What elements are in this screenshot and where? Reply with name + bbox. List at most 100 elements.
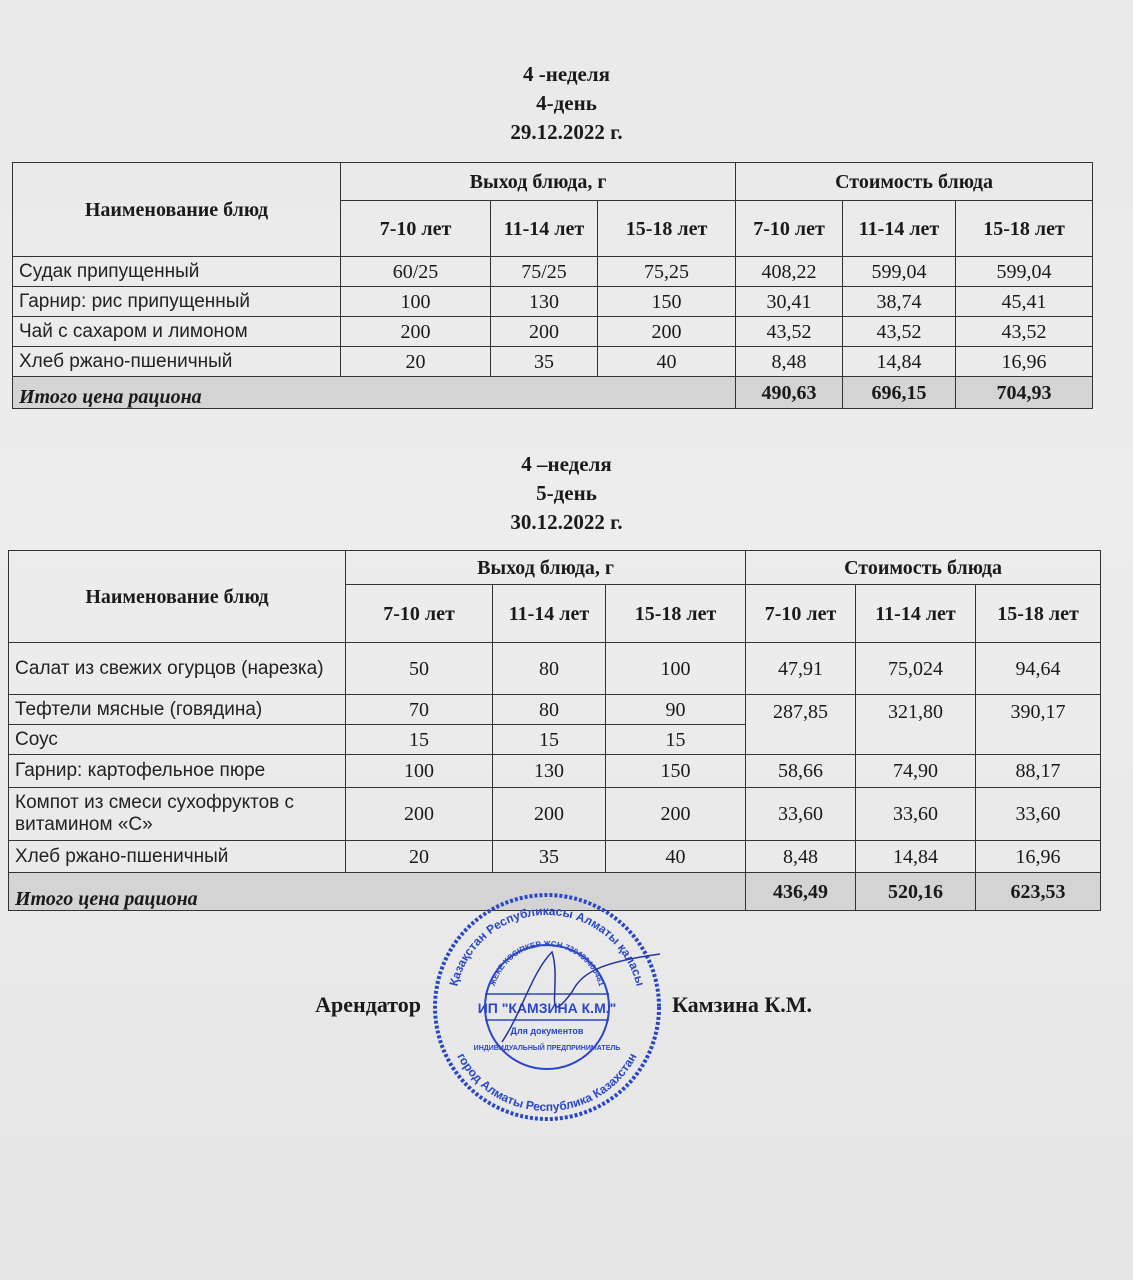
table-row: Гарнир: картофельное пюре 100 130 150 58,66 7… xyxy=(8,754,1102,788)
yield-cell: 200 xyxy=(345,787,493,841)
cost-cell: 43,52 xyxy=(955,316,1094,347)
stamp-inner-bottom-text: ИНДИВИДУАЛЬНЫЙ ПРЕДПРИНИМАТЕЛЬ xyxy=(474,1043,621,1052)
signature-role: Арендатор xyxy=(315,992,421,1017)
header-age: 15-18 лет xyxy=(596,200,737,257)
yield-cell: 90 xyxy=(604,694,747,725)
header-age: 11-14 лет xyxy=(855,584,977,643)
cost-cell: 94,64 xyxy=(975,642,1102,695)
cost-cell: 8,48 xyxy=(735,346,844,377)
stamp-outer-bottom-text: город Алматы Республика Казахстан xyxy=(454,1051,639,1115)
header-yield: Выход блюда, г xyxy=(339,162,737,201)
dish-name: Хлеб ржано-пшеничный xyxy=(8,840,346,873)
header-cost: Стоимость блюда xyxy=(745,550,1102,585)
total-value: 520,16 xyxy=(855,872,977,911)
table-row: Соус 15 15 15 xyxy=(8,724,1101,755)
day-heading-2: 5-день xyxy=(536,481,597,505)
cost-cell: 58,66 xyxy=(745,754,857,788)
cost-cell: 16,96 xyxy=(975,840,1102,873)
header-age: 11-14 лет xyxy=(492,584,606,643)
official-stamp: Қазақстан Республикасы Алматы қаласы гор… xyxy=(433,893,661,1121)
yield-cell: 200 xyxy=(340,316,491,347)
header-dish-name: Наименование блюд xyxy=(12,162,341,257)
yield-cell: 35 xyxy=(492,840,606,873)
cost-cell: 45,41 xyxy=(955,286,1094,317)
yield-cell: 40 xyxy=(604,840,747,873)
yield-cell: 15 xyxy=(604,724,747,755)
cost-cell: 287,85 xyxy=(745,694,857,755)
yield-cell: 150 xyxy=(604,754,747,788)
date-heading-1: 29.12.2022 г. xyxy=(510,120,623,144)
week-heading-1: 4 -неделя xyxy=(523,62,610,86)
dish-name: Салат из свежих огурцов (нарезка) xyxy=(8,642,346,695)
dish-name: Судак припущенный xyxy=(12,256,341,287)
header-yield: Выход блюда, г xyxy=(344,550,747,585)
cost-cell: 599,04 xyxy=(842,256,957,287)
header-age: 15-18 лет xyxy=(604,584,747,643)
table-row: Гарнир: рис припущенный 100 130 150 30,41 38,… xyxy=(12,286,1094,317)
header-age: 7-10 лет xyxy=(340,200,491,257)
cost-cell: 321,80 xyxy=(855,694,977,755)
yield-cell: 200 xyxy=(596,316,737,347)
yield-cell: 50 xyxy=(345,642,493,695)
cost-cell: 43,52 xyxy=(842,316,957,347)
cost-cell: 408,22 xyxy=(735,256,844,287)
cost-cell: 14,84 xyxy=(855,840,977,873)
cost-cell: 8,48 xyxy=(745,840,857,873)
cost-cell: 43,52 xyxy=(735,316,844,347)
yield-cell: 100 xyxy=(345,754,493,788)
total-value: 704,93 xyxy=(955,376,1094,409)
header-age: 7-10 лет xyxy=(345,584,493,643)
total-value: 436,49 xyxy=(745,872,857,911)
yield-cell: 15 xyxy=(492,724,606,755)
yield-cell: 80 xyxy=(492,642,606,695)
stamp-sub-text: Для документов xyxy=(511,1026,584,1036)
header-age: 15-18 лет xyxy=(955,200,1094,257)
table-row: Салат из свежих огурцов (нарезка) 50 80 100… xyxy=(8,642,1102,695)
yield-cell: 130 xyxy=(490,286,598,317)
cost-cell: 33,60 xyxy=(745,787,857,841)
dish-name: Тефтели мясные (говядина) xyxy=(8,694,346,725)
menu-table-day4: Наименование блюд Выход блюда, г Стоимос… xyxy=(11,162,1094,409)
yield-cell: 70 xyxy=(345,694,493,725)
yield-cell: 100 xyxy=(340,286,491,317)
header-age: 7-10 лет xyxy=(745,584,857,643)
date-heading-2: 30.12.2022 г. xyxy=(510,510,623,534)
header-age: 11-14 лет xyxy=(842,200,957,257)
yield-cell: 80 xyxy=(492,694,606,725)
header-dish-name: Наименование блюд xyxy=(8,550,346,643)
signature-name: Камзина К.М. xyxy=(672,992,813,1017)
cost-cell: 33,60 xyxy=(975,787,1102,841)
dish-name: Соус xyxy=(8,724,346,755)
total-value: 696,15 xyxy=(842,376,957,409)
svg-text:город Алматы Республика Казахс: город Алматы Республика Казахстан xyxy=(454,1051,639,1115)
header-age: 7-10 лет xyxy=(735,200,844,257)
header-cost: Стоимость блюда xyxy=(735,162,1094,201)
cost-cell: 75,024 xyxy=(855,642,977,695)
stamp-inner-top-text: ЖЕКЕ КӘСІПКЕР ЖСН 720430400481 xyxy=(488,939,606,988)
dish-name: Чай с сахаром и лимоном xyxy=(12,316,341,347)
svg-text:ЖЕКЕ КӘСІПКЕР ЖСН 720430400481: ЖЕКЕ КӘСІПКЕР ЖСН 720430400481 xyxy=(488,939,606,988)
yield-cell: 150 xyxy=(596,286,737,317)
stamp-ornament-ring xyxy=(433,893,661,1121)
total-label: Итого цена рациона xyxy=(11,376,737,409)
table-row: Хлеб ржано-пшеничный 20 35 40 8,48 14,84 16,96 xyxy=(12,346,1094,377)
yield-cell: 35 xyxy=(490,346,598,377)
signature-scribble xyxy=(501,950,661,1043)
yield-cell: 200 xyxy=(492,787,606,841)
table-row: Тефтели мясные (говядина) 70 80 90 287,85 321… xyxy=(8,694,1102,755)
yield-cell: 40 xyxy=(596,346,737,377)
cost-cell: 33,60 xyxy=(855,787,977,841)
table-row: Судак припущенный 60/25 75/25 75,25 408,22 59… xyxy=(12,256,1094,287)
total-value: 623,53 xyxy=(975,872,1102,911)
yield-cell: 100 xyxy=(604,642,747,695)
cost-cell: 390,17 xyxy=(975,694,1102,755)
header-age: 11-14 лет xyxy=(490,200,598,257)
dish-name: Гарнир: картофельное пюре xyxy=(8,754,346,788)
yield-cell: 20 xyxy=(340,346,491,377)
week-heading-2: 4 –неделя xyxy=(521,452,612,476)
yield-cell: 20 xyxy=(345,840,493,873)
yield-cell: 75,25 xyxy=(596,256,737,287)
cost-cell: 599,04 xyxy=(955,256,1094,287)
table-row: Хлеб ржано-пшеничный 20 35 40 8,48 14,84 16,96 xyxy=(8,840,1102,873)
yield-cell: 130 xyxy=(492,754,606,788)
